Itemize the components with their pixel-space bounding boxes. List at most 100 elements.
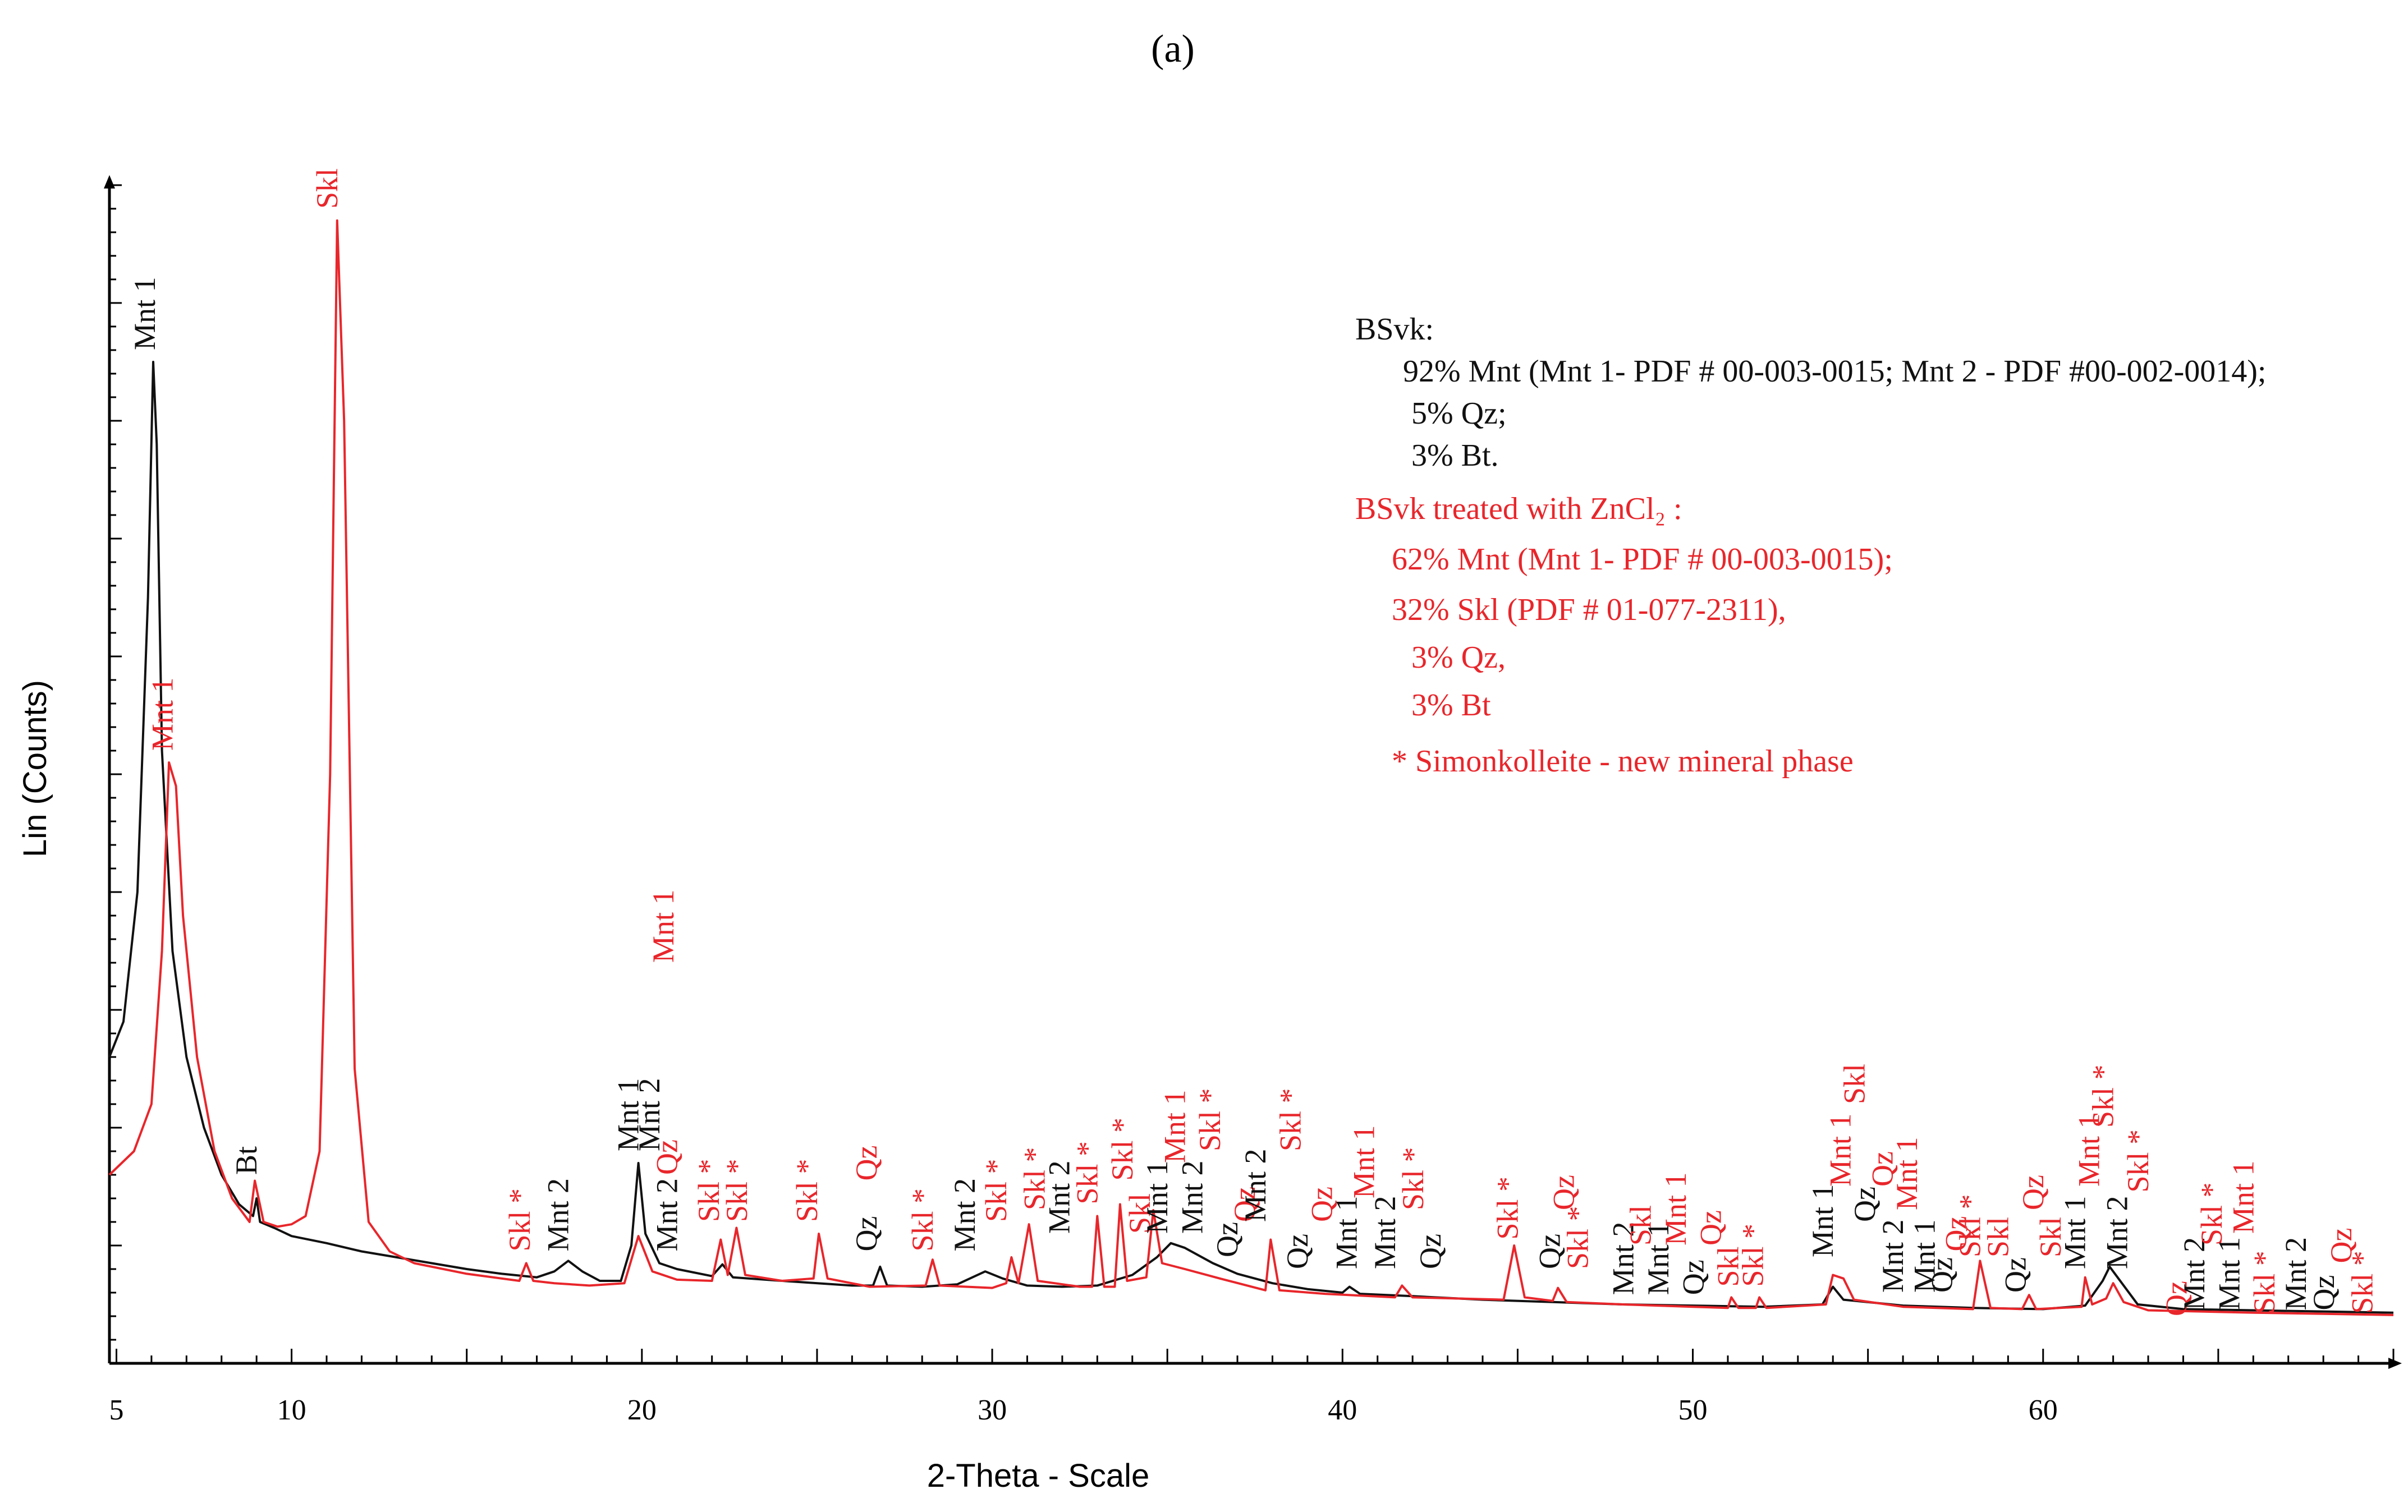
peak-label: Qz bbox=[1925, 1257, 1959, 1293]
peak-label: Skl * bbox=[1070, 1141, 1104, 1205]
peak-label: Skl * bbox=[906, 1188, 939, 1252]
peak-label: Skl * bbox=[2121, 1129, 2155, 1193]
peak-label: Qz bbox=[1281, 1234, 1314, 1269]
peak-label: Skl bbox=[2034, 1217, 2067, 1257]
peak-label: Skl bbox=[1123, 1193, 1157, 1234]
peak-label: Skl * bbox=[1273, 1088, 1307, 1151]
peak-label: Mnt 2 bbox=[1606, 1222, 1640, 1295]
peak-label: Mnt 1 bbox=[1347, 1125, 1381, 1198]
x-ticks: 5 10 20 30 40 50 60 bbox=[109, 1349, 2395, 1426]
peak-label: Mnt 2 bbox=[1042, 1160, 1076, 1234]
peak-label: Mnt 1 bbox=[1907, 1219, 1941, 1293]
peak-label: Mnt 1 bbox=[1659, 1172, 1693, 1246]
peak-label: Bt bbox=[230, 1146, 263, 1175]
peak-label: Skl * bbox=[503, 1188, 536, 1252]
peak-label: Skl * bbox=[2346, 1251, 2379, 1314]
peak-label: Qz bbox=[850, 1216, 883, 1252]
x-axis-label: 2-Theta - Scale bbox=[927, 1458, 1150, 1494]
peak-label: Qz bbox=[1414, 1234, 1447, 1269]
peak-label: Skl * bbox=[720, 1159, 754, 1222]
legend-red-line: 3% Qz, bbox=[1411, 640, 1506, 675]
peak-label: Qz bbox=[1210, 1222, 1244, 1257]
x-axis-arrow bbox=[2388, 1358, 2402, 1369]
peak-label: Skl * bbox=[2086, 1064, 2120, 1128]
axes: 5 10 20 30 40 50 60 bbox=[104, 175, 2402, 1426]
peak-label: Mnt 1 bbox=[1158, 1090, 1191, 1163]
panel-label: (a) bbox=[1151, 27, 1195, 71]
x-tick-label: 20 bbox=[627, 1394, 657, 1426]
x-tick-label: 50 bbox=[1678, 1394, 1708, 1426]
x-tick-label: 60 bbox=[2029, 1394, 2058, 1426]
legend-black-line: 92% Mnt (Mnt 1- PDF # 00-003-0015; Mnt 2… bbox=[1403, 354, 2266, 389]
peak-label: Skl * bbox=[1490, 1176, 1524, 1240]
peak-label: Skl * bbox=[1396, 1147, 1430, 1210]
peak-label: Qz bbox=[1533, 1234, 1566, 1269]
legend-black-line: 3% Bt. bbox=[1411, 438, 1499, 473]
peak-label: Mnt 1 bbox=[2058, 1196, 2092, 1269]
y-axis-arrow bbox=[104, 175, 115, 189]
x-tick-label: 10 bbox=[277, 1394, 306, 1426]
legend-red-line: 3% Bt bbox=[1411, 688, 1491, 723]
peak-label: Mnt 1 bbox=[646, 889, 680, 963]
peak-label: Skl * bbox=[1193, 1088, 1227, 1151]
legend-black-title: BSvk: bbox=[1355, 312, 1434, 347]
peak-label: Skl * bbox=[1561, 1206, 1594, 1269]
peak-label: Skl * bbox=[2248, 1251, 2281, 1314]
peak-label: Mnt 2 bbox=[542, 1178, 575, 1252]
peak-label: Mnt 1 bbox=[1329, 1196, 1363, 1269]
peak-label: Skl * bbox=[979, 1159, 1013, 1222]
peak-label: Skl * bbox=[1953, 1194, 1987, 1257]
peak-label: Mnt 1 bbox=[1140, 1160, 1174, 1234]
peak-label: Skl bbox=[1624, 1205, 1658, 1246]
y-axis-label: Lin (Counts) bbox=[17, 680, 53, 857]
peak-label: Mnt 1 bbox=[2226, 1160, 2260, 1234]
legend-red-line: 62% Mnt (Mnt 1- PDF # 00-003-0015); bbox=[1392, 542, 1893, 577]
peak-label: Mnt 2 bbox=[650, 1178, 684, 1252]
peak-label: Mnt 2 bbox=[2279, 1237, 2313, 1311]
peak-label: Skl bbox=[310, 168, 344, 209]
peak-label: Skl bbox=[1837, 1064, 1871, 1104]
peak-label: Qz bbox=[1939, 1216, 1973, 1252]
peak-label: Mnt 1 bbox=[145, 677, 179, 751]
peak-label: Qz bbox=[2016, 1175, 2050, 1210]
peak-label: Mnt 1 bbox=[1641, 1222, 1675, 1295]
peak-label: Skl * bbox=[692, 1159, 726, 1222]
peak-label: Skl bbox=[1981, 1217, 2015, 1257]
peak-label: Mnt 2 bbox=[948, 1178, 981, 1252]
peak-label: Qz bbox=[1865, 1151, 1899, 1187]
peak-label: Qz bbox=[1676, 1260, 1710, 1295]
x-tick-label: 30 bbox=[978, 1394, 1007, 1426]
peak-label: Skl * bbox=[1018, 1147, 1052, 1210]
legend-red-line: 32% Skl (PDF # 01-077-2311), bbox=[1392, 592, 1786, 627]
peak-label: Skl * bbox=[2195, 1182, 2228, 1246]
series-treated-line bbox=[108, 219, 2394, 1316]
peak-label: Mnt 2 bbox=[1176, 1160, 1209, 1234]
peak-label: Skl * bbox=[1106, 1118, 1139, 1181]
peak-label: Qz bbox=[1228, 1187, 1262, 1222]
peak-label: Mnt 1 bbox=[612, 1078, 645, 1151]
peak-label: Mnt 1 bbox=[1806, 1184, 1840, 1257]
peak-label: Mnt 2 bbox=[1239, 1148, 1272, 1222]
peak-label: Mnt 2 bbox=[1876, 1219, 1910, 1293]
peak-label: Qz bbox=[1547, 1175, 1580, 1210]
legend-footnote: * Simonkolleite - new mineral phase bbox=[1392, 744, 1854, 779]
peak-label: Mnt 1 bbox=[1890, 1137, 1924, 1210]
peak-label: Skl * bbox=[1736, 1224, 1769, 1287]
peak-label: Mnt 1 bbox=[2212, 1237, 2246, 1311]
peak-label: Qz bbox=[1694, 1210, 1728, 1246]
peak-label: Qz bbox=[2324, 1228, 2358, 1263]
peak-label: Qz bbox=[2307, 1275, 2341, 1311]
peak-label: Skl bbox=[1712, 1246, 1745, 1286]
peak-label: Mnt 1 bbox=[128, 277, 162, 350]
y-ticks bbox=[109, 184, 122, 1364]
peak-label: Mnt 2 bbox=[1368, 1196, 1402, 1269]
legend: BSvk: 92% Mnt (Mnt 1- PDF # 00-003-0015;… bbox=[1355, 312, 2266, 779]
peak-label: Mnt 1 bbox=[2072, 1113, 2106, 1187]
peak-label: Mnt 2 bbox=[632, 1078, 666, 1151]
peak-label: Qz bbox=[2160, 1281, 2194, 1316]
peak-label: Mnt 1 bbox=[1823, 1113, 1857, 1187]
x-tick-label: 40 bbox=[1328, 1394, 1357, 1426]
peak-label: Qz bbox=[1848, 1187, 1882, 1222]
